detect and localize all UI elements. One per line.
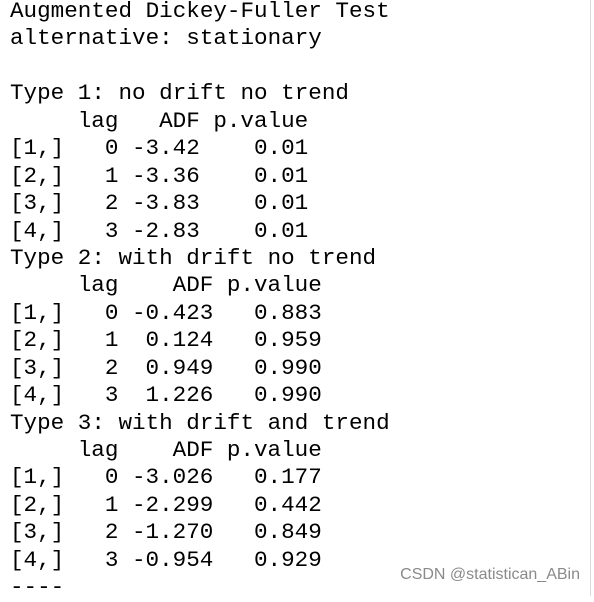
cell-value: 0.990: [254, 382, 322, 409]
row-label: [1,]: [10, 464, 65, 491]
column-name: ADF: [172, 437, 214, 463]
column-name: ADF: [172, 272, 214, 299]
cell-value: 0.01: [254, 162, 309, 189]
column-header: lag ADF p.value: [10, 108, 390, 135]
column-name: p.value: [226, 437, 322, 463]
cell-value: 0.883: [254, 299, 322, 326]
cell-value: 0.959: [254, 327, 322, 354]
column-name: ADF: [159, 107, 200, 134]
cell-value: -3.83: [131, 190, 200, 217]
table-row: [3,] 2 -3.83 0.01: [10, 190, 390, 217]
cell-value: 1: [104, 491, 119, 518]
cell-value: -1.270: [131, 519, 214, 546]
column-name: lag: [77, 107, 119, 134]
cell-value: 1: [104, 327, 119, 354]
column-name: p.value: [213, 107, 309, 134]
cell-value: 0.949: [145, 354, 214, 381]
cell-value: -3.42: [131, 135, 200, 162]
cell-value: 0.01: [254, 190, 309, 217]
cell-value: 0.01: [254, 217, 309, 244]
cell-value: -3.36: [131, 162, 200, 189]
table-row: [4,] 3 -2.83 0.01: [10, 218, 390, 245]
table-row: [1,] 0 -0.423 0.883: [10, 300, 390, 327]
row-label: [1,]: [10, 135, 65, 162]
table-row: [1,] 0 -3.026 0.177: [10, 464, 390, 491]
cell-value: 0.929: [254, 546, 322, 573]
cell-value: 0.990: [254, 354, 322, 381]
row-label: [1,]: [10, 299, 65, 326]
table-row: [4,] 3 1.226 0.990: [10, 382, 390, 409]
cell-value: 2: [104, 519, 119, 546]
section-title: Type 2: with drift no trend: [10, 244, 377, 271]
cell-value: 3: [104, 217, 119, 244]
window-edge: [590, 0, 591, 596]
title-line: Augmented Dickey-Fuller Test: [10, 0, 390, 24]
row-label: [3,]: [10, 354, 65, 381]
blank-line: [10, 53, 390, 80]
cell-value: 0: [104, 135, 119, 162]
cell-value: 1: [104, 162, 119, 189]
watermark: CSDN @statistican_ABin: [400, 566, 580, 583]
section-title: Type 3: with drift and trend: [10, 409, 390, 436]
row-label: [4,]: [10, 382, 65, 409]
row-label: [2,]: [10, 162, 65, 189]
table-row: [3,] 2 0.949 0.990: [10, 355, 390, 382]
cell-value: 0: [104, 299, 119, 326]
cell-value: 0: [104, 464, 119, 491]
column-name: lag: [77, 272, 119, 299]
table-row: [4,] 3 -0.954 0.929: [10, 547, 390, 574]
column-name: p.value: [226, 272, 322, 299]
cell-value: 2: [104, 190, 119, 217]
section-title: Type 1: no drift no trend: [10, 80, 349, 107]
table-row: [2,] 1 0.124 0.959: [10, 327, 390, 354]
row-label: [4,]: [10, 546, 65, 573]
cell-value: 0.01: [254, 135, 309, 162]
cell-value: 3: [104, 546, 119, 573]
row-label: [3,]: [10, 190, 65, 217]
table-row: [3,] 2 -1.270 0.849: [10, 519, 390, 546]
cell-value: 0.442: [254, 491, 322, 518]
console-output: Augmented Dickey-Fuller Test alternative:…: [10, 0, 390, 602]
row-label: [3,]: [10, 519, 65, 546]
cell-value: 3: [104, 382, 119, 409]
table-row: [2,] 1 -2.299 0.442: [10, 492, 390, 519]
table-row: [2,] 1 -3.36 0.01: [10, 163, 390, 190]
footer-line: ----: [10, 574, 65, 601]
column-header: lag ADF p.value: [10, 272, 390, 299]
table-row: [1,] 0 -3.42 0.01: [10, 135, 390, 162]
cell-value: 0.177: [254, 464, 322, 491]
column-name: lag: [77, 437, 119, 463]
cell-value: -2.83: [131, 217, 200, 244]
cell-value: 2: [104, 354, 119, 381]
cell-value: -2.299: [131, 491, 214, 518]
row-label: [2,]: [10, 491, 65, 518]
cell-value: 1.226: [145, 382, 214, 409]
cell-value: -0.954: [131, 546, 214, 573]
column-header: lag ADF p.value: [10, 437, 390, 464]
cell-value: -0.423: [131, 299, 214, 326]
row-label: [4,]: [10, 217, 65, 244]
alternative-line: alternative: stationary: [10, 25, 322, 52]
cell-value: -3.026: [131, 464, 214, 491]
row-label: [2,]: [10, 327, 65, 354]
cell-value: 0.124: [145, 327, 214, 354]
cell-value: 0.849: [254, 519, 322, 546]
